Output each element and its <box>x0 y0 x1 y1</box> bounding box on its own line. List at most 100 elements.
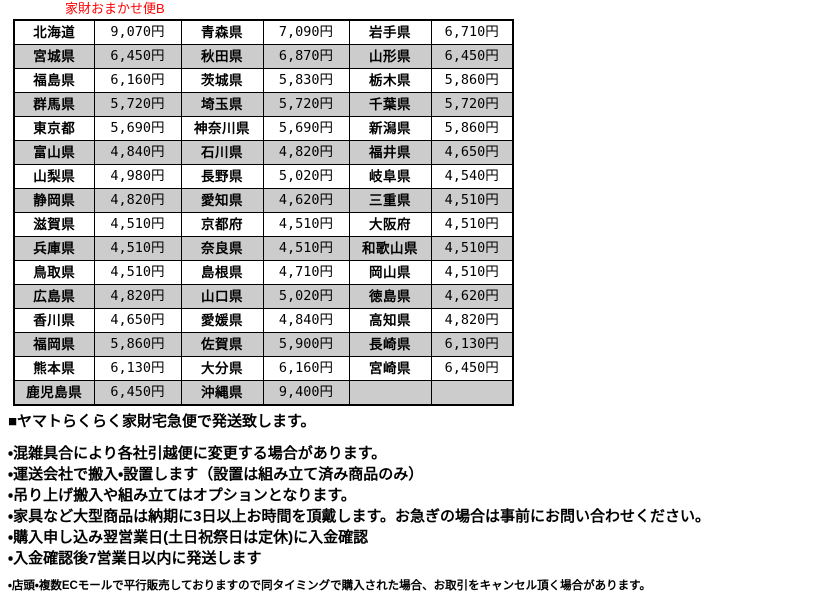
fee-cell: 4,510円 <box>430 260 514 285</box>
note-item: ・購入申し込み翌営業日(土日祝祭日は定休)に入金確認 <box>8 529 369 546</box>
prefecture-cell: 福岡県 <box>13 332 95 357</box>
prefecture-cell: 京都府 <box>180 212 264 237</box>
shipping-fee-table: 北海道 9,070円 青森県 7,090円 岩手県 6,710円 宮城県 6,450円 秋田県 6… <box>13 19 514 406</box>
fee-cell: 6,130円 <box>430 332 514 357</box>
fee-cell: 5,720円 <box>430 92 514 117</box>
fee-cell: 4,510円 <box>430 236 514 261</box>
fee-cell: 5,720円 <box>93 92 182 117</box>
fee-cell: 5,860円 <box>430 68 514 93</box>
fee-cell: 9,400円 <box>262 380 350 406</box>
prefecture-cell: 和歌山県 <box>348 236 432 261</box>
prefecture-cell: 広島県 <box>13 284 95 309</box>
fee-cell: 4,510円 <box>93 260 182 285</box>
prefecture-cell: 千葉県 <box>348 92 432 117</box>
prefecture-cell: 鹿児島県 <box>13 380 95 406</box>
table-row: 広島県 4,820円 山口県 5,020円 徳島県 4,620円 <box>13 284 514 309</box>
fee-cell: 6,870円 <box>262 44 350 69</box>
prefecture-cell: 沖縄県 <box>180 380 264 406</box>
prefecture-cell: 山梨県 <box>13 164 95 189</box>
prefecture-cell: 茨城県 <box>180 68 264 93</box>
prefecture-cell: 長野県 <box>180 164 264 189</box>
prefecture-cell: 青森県 <box>180 19 264 45</box>
fee-cell: 6,450円 <box>93 44 182 69</box>
fee-cell: 5,860円 <box>93 332 182 357</box>
prefecture-cell: 北海道 <box>13 19 95 45</box>
prefecture-cell: 大阪府 <box>348 212 432 237</box>
fee-cell: 4,510円 <box>93 212 182 237</box>
prefecture-cell: 高知県 <box>348 308 432 333</box>
fee-cell: 5,020円 <box>262 164 350 189</box>
table-row: 福島県 6,160円 茨城県 5,830円 栃木県 5,860円 <box>13 68 514 93</box>
notes-list: ・混雑具合により各社引越便に変更する場合があります。 ・運送会社で搬入・設置します… <box>8 443 814 596</box>
fee-cell: 4,620円 <box>262 188 350 213</box>
fee-cell: 4,510円 <box>93 236 182 261</box>
fee-cell: 5,020円 <box>262 284 350 309</box>
prefecture-cell: 兵庫県 <box>13 236 95 261</box>
table-row: 熊本県 6,130円 大分県 6,160円 宮崎県 6,450円 <box>13 356 514 381</box>
prefecture-cell: 島根県 <box>180 260 264 285</box>
fee-cell: 7,090円 <box>262 19 350 45</box>
prefecture-cell: 大分県 <box>180 356 264 381</box>
fee-cell: 4,510円 <box>262 212 350 237</box>
fee-cell: 4,820円 <box>430 308 514 333</box>
prefecture-cell: 神奈川県 <box>180 116 264 141</box>
fee-cell: 4,620円 <box>430 284 514 309</box>
prefecture-cell: 佐賀県 <box>180 332 264 357</box>
fee-cell: 4,540円 <box>430 164 514 189</box>
prefecture-cell: 富山県 <box>13 140 95 165</box>
table-row: 東京都 5,690円 神奈川県 5,690円 新潟県 5,860円 <box>13 116 514 141</box>
prefecture-cell: 三重県 <box>348 188 432 213</box>
fee-cell: 4,510円 <box>430 212 514 237</box>
note-item: ・入金確認後7営業日以内に発送します <box>8 550 262 567</box>
prefecture-cell: 愛知県 <box>180 188 264 213</box>
table-row: 富山県 4,840円 石川県 4,820円 福井県 4,650円 <box>13 140 514 165</box>
prefecture-cell: 群馬県 <box>13 92 95 117</box>
prefecture-cell: 栃木県 <box>348 68 432 93</box>
fee-cell: 4,840円 <box>262 308 350 333</box>
fee-cell: 9,070円 <box>93 19 182 45</box>
fee-cell: 6,160円 <box>262 356 350 381</box>
prefecture-cell: 山口県 <box>180 284 264 309</box>
table-row: 滋賀県 4,510円 京都府 4,510円 大阪府 4,510円 <box>13 212 514 237</box>
fee-cell: 5,830円 <box>262 68 350 93</box>
prefecture-cell: 岡山県 <box>348 260 432 285</box>
prefecture-cell: 熊本県 <box>13 356 95 381</box>
fee-cell: 6,450円 <box>430 44 514 69</box>
fee-cell: 4,510円 <box>262 236 350 261</box>
fee-cell: 6,450円 <box>430 356 514 381</box>
shipping-fee-table-container: 北海道 9,070円 青森県 7,090円 岩手県 6,710円 宮城県 6,450円 秋田県 6… <box>13 19 514 406</box>
table-row: 鹿児島県 6,450円 沖縄県 9,400円 <box>13 380 514 406</box>
fee-cell: 4,650円 <box>93 308 182 333</box>
fee-cell: 5,860円 <box>430 116 514 141</box>
prefecture-cell: 宮崎県 <box>348 356 432 381</box>
notes-heading: ■ヤマトらくらく家財宅急便で発送致します。 <box>8 413 316 430</box>
table-row: 宮城県 6,450円 秋田県 6,870円 山形県 6,450円 <box>13 44 514 69</box>
prefecture-cell: 奈良県 <box>180 236 264 261</box>
fee-cell: 4,980円 <box>93 164 182 189</box>
fee-cell: 4,650円 <box>430 140 514 165</box>
prefecture-cell: 石川県 <box>180 140 264 165</box>
prefecture-cell: 岐阜県 <box>348 164 432 189</box>
table-row: 福岡県 5,860円 佐賀県 5,900円 長崎県 6,130円 <box>13 332 514 357</box>
fee-cell: 4,840円 <box>93 140 182 165</box>
shipping-notes: ■ヤマトらくらく家財宅急便で発送致します。 ・混雑具合により各社引越便に変更する… <box>8 411 814 596</box>
fee-cell: 5,900円 <box>262 332 350 357</box>
fee-cell: 4,820円 <box>93 188 182 213</box>
prefecture-cell: 岩手県 <box>348 19 432 45</box>
prefecture-cell: 山形県 <box>348 44 432 69</box>
note-item: ・混雑具合により各社引越便に変更する場合があります。 <box>8 445 387 462</box>
prefecture-cell: 徳島県 <box>348 284 432 309</box>
fee-cell: 5,720円 <box>262 92 350 117</box>
fee-cell: 6,710円 <box>430 19 514 45</box>
prefecture-cell: 東京都 <box>13 116 95 141</box>
fee-cell: 4,710円 <box>262 260 350 285</box>
fee-cell: 4,820円 <box>93 284 182 309</box>
page-title: 家財おまかせ便B <box>65 1 165 16</box>
fee-cell: 4,510円 <box>430 188 514 213</box>
prefecture-cell: 埼玉県 <box>180 92 264 117</box>
table-row: 香川県 4,650円 愛媛県 4,840円 高知県 4,820円 <box>13 308 514 333</box>
table-row: 鳥取県 4,510円 島根県 4,710円 岡山県 4,510円 <box>13 260 514 285</box>
prefecture-cell: 静岡県 <box>13 188 95 213</box>
empty-cell <box>430 380 514 406</box>
table-row: 北海道 9,070円 青森県 7,090円 岩手県 6,710円 <box>13 19 514 45</box>
